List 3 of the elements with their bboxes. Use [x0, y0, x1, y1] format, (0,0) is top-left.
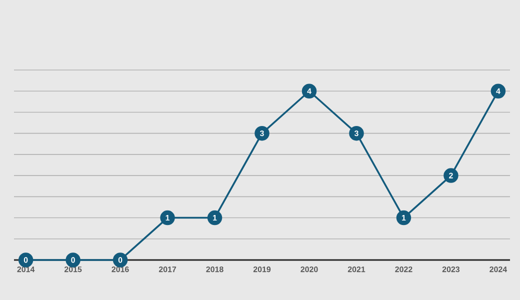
point	[160, 210, 175, 226]
point	[396, 210, 412, 226]
point	[207, 210, 222, 226]
